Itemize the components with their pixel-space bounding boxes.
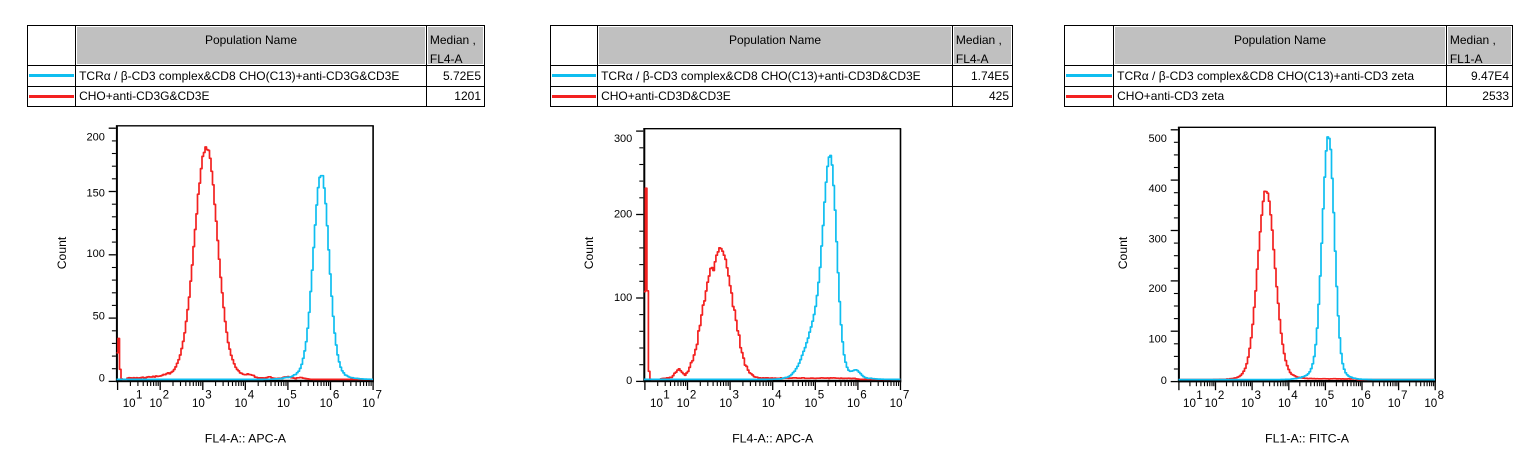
svg-text:10: 10 [847,397,860,410]
svg-text:2: 2 [1218,389,1224,402]
svg-text:10: 10 [650,397,663,410]
svg-text:5: 5 [1328,389,1334,402]
svg-text:100: 100 [1149,334,1167,346]
svg-text:10: 10 [719,397,732,410]
svg-text:7: 7 [376,389,382,402]
svg-text:10: 10 [677,397,690,410]
svg-text:5: 5 [818,389,824,402]
svg-text:200: 200 [1149,283,1167,295]
svg-text:6: 6 [333,389,339,402]
svg-text:10: 10 [362,397,375,410]
svg-text:Count: Count [1116,236,1130,269]
svg-text:4: 4 [775,389,782,402]
svg-text:3: 3 [205,389,211,402]
svg-text:2: 2 [690,389,696,402]
svg-text:0: 0 [626,375,632,387]
svg-text:10: 10 [762,397,775,410]
svg-text:10: 10 [1205,397,1218,410]
svg-text:10: 10 [1315,397,1328,410]
svg-text:4: 4 [1291,389,1298,402]
svg-text:Count: Count [55,236,69,269]
svg-text:200: 200 [614,208,632,220]
svg-text:500: 500 [1149,133,1167,145]
svg-text:400: 400 [1149,183,1167,195]
svg-text:10: 10 [1183,397,1196,410]
svg-text:150: 150 [87,188,105,200]
svg-text:100: 100 [614,292,632,304]
svg-text:10: 10 [123,397,136,410]
svg-text:10: 10 [192,397,205,410]
svg-text:0: 0 [99,373,105,385]
svg-text:2: 2 [163,389,169,402]
svg-text:7: 7 [1401,389,1407,402]
svg-text:10: 10 [1351,397,1364,410]
svg-text:10: 10 [804,397,817,410]
svg-text:10: 10 [1241,397,1254,410]
svg-text:200: 200 [87,132,105,144]
svg-text:300: 300 [614,133,632,145]
svg-text:10: 10 [1278,397,1291,410]
svg-text:7: 7 [903,389,909,402]
svg-text:1: 1 [1196,389,1202,402]
svg-text:1: 1 [663,389,669,402]
svg-text:1: 1 [136,389,142,402]
svg-text:10: 10 [890,397,903,410]
svg-text:10: 10 [1388,397,1401,410]
svg-text:4: 4 [248,389,255,402]
svg-text:3: 3 [1255,389,1261,402]
svg-text:Count: Count [582,236,596,269]
svg-text:10: 10 [277,397,290,410]
svg-text:10: 10 [320,397,333,410]
svg-text:6: 6 [860,389,866,402]
svg-text:FL1-A:: FITC-A: FL1-A:: FITC-A [1265,432,1350,446]
svg-text:3: 3 [733,389,739,402]
svg-text:100: 100 [87,248,105,260]
svg-text:FL4-A:: APC-A: FL4-A:: APC-A [732,432,814,446]
svg-text:10: 10 [149,397,162,410]
svg-text:10: 10 [234,397,247,410]
svg-text:8: 8 [1438,389,1444,402]
svg-text:5: 5 [290,389,296,402]
svg-text:0: 0 [1161,375,1167,387]
svg-text:50: 50 [93,311,105,323]
svg-text:FL4-A:: APC-A: FL4-A:: APC-A [205,432,287,446]
svg-text:6: 6 [1364,389,1370,402]
svg-text:10: 10 [1424,397,1437,410]
svg-text:300: 300 [1149,233,1167,245]
